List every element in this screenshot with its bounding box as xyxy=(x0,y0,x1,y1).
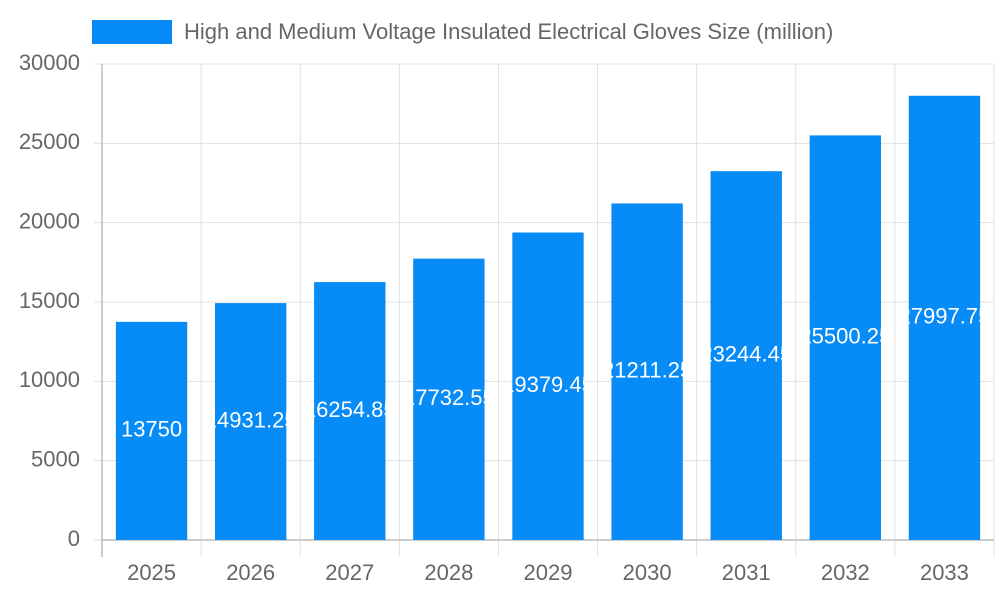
bar xyxy=(314,282,386,540)
bar xyxy=(611,203,683,540)
y-tick-label: 15000 xyxy=(19,288,80,313)
value-label: 16254.85 xyxy=(304,397,396,422)
bar xyxy=(214,303,287,540)
x-tick-label: 2029 xyxy=(524,560,573,585)
value-label: 13750 xyxy=(121,417,182,442)
value-label: 21211.25 xyxy=(602,358,692,383)
bar xyxy=(512,232,584,540)
bar xyxy=(413,258,485,540)
x-tick-label: 2028 xyxy=(424,560,473,585)
value-label: 14931.25 xyxy=(205,407,297,432)
bar xyxy=(710,171,782,541)
x-tick-label: 2031 xyxy=(722,560,771,585)
value-label: 27997.75 xyxy=(899,304,991,329)
y-tick-label: 10000 xyxy=(19,367,80,392)
value-label: 23244.45 xyxy=(700,341,792,366)
bar xyxy=(115,321,188,540)
legend-label: High and Medium Voltage Insulated Electr… xyxy=(184,19,833,44)
y-tick-label: 25000 xyxy=(19,129,80,154)
bar xyxy=(809,135,882,540)
y-tick-label: 0 xyxy=(68,526,80,551)
x-tick-label: 2032 xyxy=(821,560,870,585)
legend-swatch xyxy=(92,20,172,44)
x-tick-label: 2030 xyxy=(623,560,672,585)
y-tick-label: 30000 xyxy=(19,50,80,75)
y-tick-label: 20000 xyxy=(19,208,80,233)
x-tick-label: 2027 xyxy=(325,560,374,585)
value-label: 25500.25 xyxy=(799,324,891,349)
y-tick-label: 5000 xyxy=(31,446,80,471)
bar xyxy=(908,95,981,540)
value-label: 19379.45 xyxy=(502,372,594,397)
x-tick-label: 2033 xyxy=(920,560,969,585)
x-tick-label: 2026 xyxy=(226,560,275,585)
x-tick-label: 2025 xyxy=(127,560,176,585)
value-label: 17732.55 xyxy=(403,385,495,410)
